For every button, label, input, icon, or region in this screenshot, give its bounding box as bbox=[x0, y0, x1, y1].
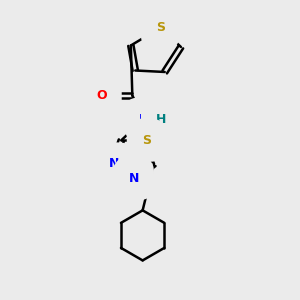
Text: O: O bbox=[96, 89, 107, 102]
Text: S: S bbox=[156, 21, 165, 34]
Text: N: N bbox=[139, 112, 149, 126]
Text: N: N bbox=[129, 172, 139, 185]
Text: S: S bbox=[142, 134, 151, 147]
Text: H: H bbox=[156, 112, 166, 126]
Text: N: N bbox=[109, 158, 119, 170]
